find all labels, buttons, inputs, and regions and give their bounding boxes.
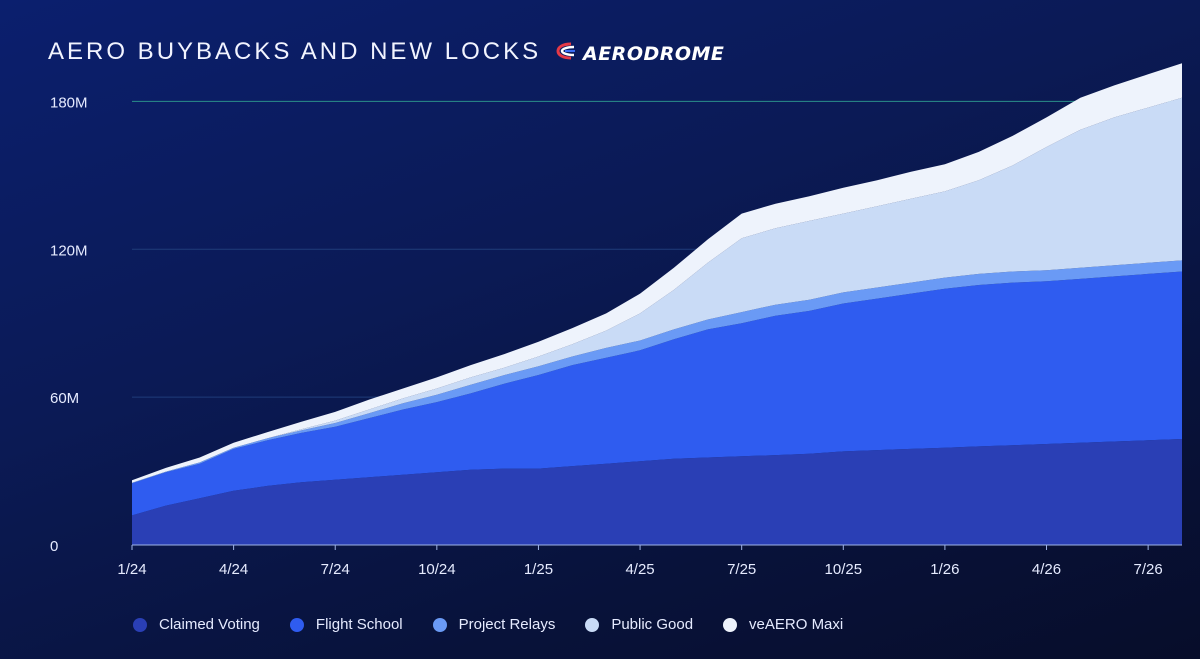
x-tick-label: 1/26 — [930, 561, 959, 578]
legend-label: veAERO Maxi — [749, 616, 844, 633]
x-tick-label: 4/25 — [625, 561, 654, 578]
x-tick-label: 4/24 — [219, 561, 248, 578]
x-axis-ticks: 1/24 4/24 7/24 10/24 1/25 4/25 7/25 10/25 1/26 4/… — [117, 545, 1163, 578]
y-tick-label: 120M — [50, 242, 88, 259]
legend-label: Claimed Voting — [159, 616, 260, 633]
legend-item: veAERO Maxi — [723, 616, 843, 633]
x-tick-label: 7/26 — [1134, 561, 1163, 578]
x-tick-label: 7/24 — [321, 561, 350, 578]
y-tick-label: 60M — [50, 390, 79, 407]
legend-item: Public Good — [585, 616, 693, 633]
area-veaero-maxi — [132, 63, 1182, 483]
legend-swatch — [432, 617, 447, 632]
area-claimed-voting — [132, 439, 1182, 545]
x-tick-label: 1/25 — [524, 561, 553, 578]
chart-legend: Claimed Voting Flight School Project Relay… — [133, 616, 843, 633]
brand-name: AERODROME — [583, 42, 725, 65]
legend-item: Project Relays — [432, 616, 556, 633]
area-public-good — [132, 97, 1182, 483]
legend-swatch — [289, 617, 304, 632]
series-areas — [132, 63, 1182, 546]
stacked-area-chart: 0 60M 120M 180M 1/24 4/24 7/24 10/24 1/25 4/25 7/… — [50, 63, 1182, 578]
x-tick-label: 7/25 — [727, 561, 756, 578]
legend-swatch — [723, 617, 738, 632]
x-tick-label: 4/26 — [1032, 561, 1061, 578]
legend-label: Project Relays — [458, 616, 556, 633]
legend-swatch — [133, 617, 147, 632]
legend-label: Public Good — [611, 616, 694, 633]
legend-label: Flight School — [315, 616, 403, 633]
y-tick-label: 180M — [50, 94, 88, 111]
x-tick-label: 1/24 — [117, 561, 146, 578]
y-tick-label: 0 — [50, 538, 58, 555]
y-axis-ticks: 0 60M 120M 180M — [50, 94, 88, 555]
legend-swatch — [585, 617, 600, 632]
aerodrome-logo-icon — [555, 41, 577, 66]
brand-logo: AERODROME — [555, 41, 724, 66]
legend-item: Flight School — [289, 616, 403, 633]
area-flight-school — [132, 271, 1182, 516]
chart-title: AERO BUYBACKS AND NEW LOCKS — [48, 38, 542, 65]
legend-item: Claimed Voting — [133, 616, 260, 633]
x-tick-label: 10/25 — [825, 561, 863, 578]
x-tick-label: 10/24 — [418, 561, 456, 578]
